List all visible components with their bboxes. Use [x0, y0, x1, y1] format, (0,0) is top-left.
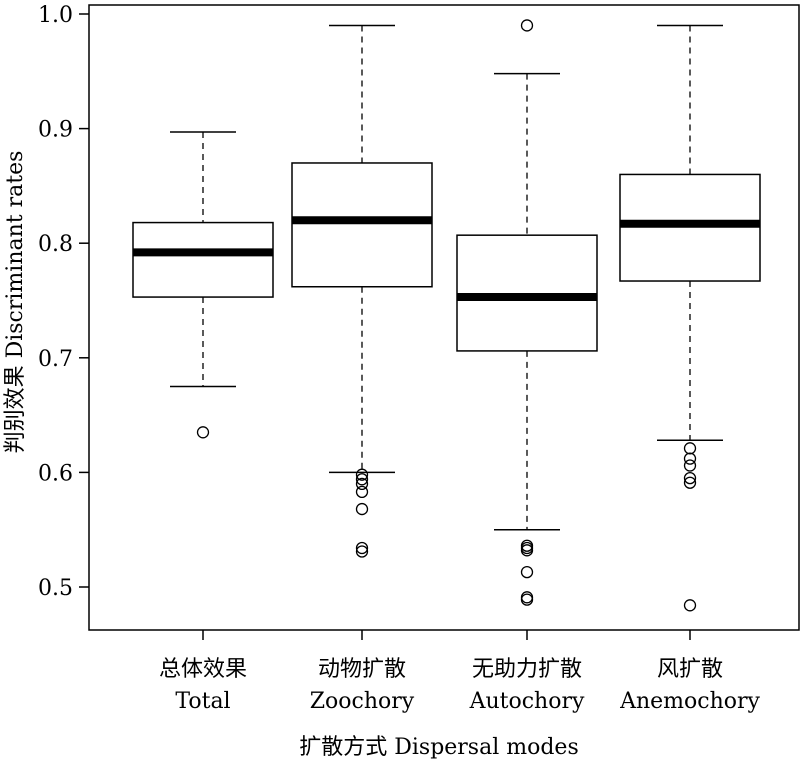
x-tick-label-cn: 无助力扩散 [472, 657, 582, 682]
x-axis-label: 扩散方式 Dispersal modes [299, 735, 579, 760]
y-tick-label: 0.6 [38, 461, 73, 486]
box-iqr [456, 234, 598, 352]
outlier-point [196, 426, 210, 439]
x-tick-label-cn: 风扩散 [657, 657, 723, 682]
box-group [456, 19, 598, 606]
y-tick-label: 1.0 [38, 3, 73, 28]
outlier-point [520, 544, 534, 557]
outlier-point [355, 502, 369, 516]
y-tick-label: 0.5 [38, 576, 73, 601]
outlier-point [520, 593, 534, 606]
y-tick-label: 0.8 [38, 232, 73, 257]
x-tick-label-en: Total [175, 689, 230, 714]
outlier-point [520, 565, 534, 579]
x-tick-label-en: Autochory [469, 689, 585, 714]
y-tick-label: 0.7 [38, 347, 73, 372]
outlier-point [355, 473, 369, 486]
y-tick-label: 0.9 [38, 118, 73, 143]
outlier-point [683, 452, 697, 465]
x-tick-label-cn: 总体效果 [159, 657, 247, 682]
x-axis: 总体效果 Total 动物扩散 Zoochory 无助力扩散 Autochory 风扩散 An… [159, 630, 760, 714]
outlier-point [683, 599, 697, 612]
box-group [619, 24, 761, 612]
boxes-layer [132, 19, 761, 612]
outlier-point [683, 442, 697, 455]
outlier-point [355, 477, 369, 491]
x-tick-label-en: Zoochory [310, 689, 415, 714]
box-group [132, 131, 274, 439]
y-axis-label: 判别效果 Discriminant rates [3, 151, 28, 454]
x-tick-label-cn: 动物扩散 [318, 657, 406, 682]
box-iqr [132, 221, 274, 298]
plot-frame [88, 4, 800, 631]
outlier-point [683, 471, 697, 485]
outlier-point [355, 468, 369, 481]
box-iqr [291, 162, 433, 288]
outlier-point [520, 19, 534, 32]
outlier-point [683, 476, 697, 489]
outlier-point [355, 485, 369, 499]
outlier-point [683, 459, 697, 472]
outlier-point [355, 541, 369, 555]
box-iqr [619, 173, 761, 282]
box-group [291, 24, 433, 558]
outlier-point [355, 545, 369, 558]
y-axis: 0.5 0.6 0.7 0.8 0.9 1.0 [38, 3, 89, 601]
x-tick-label-en: Anemochory [619, 689, 760, 714]
